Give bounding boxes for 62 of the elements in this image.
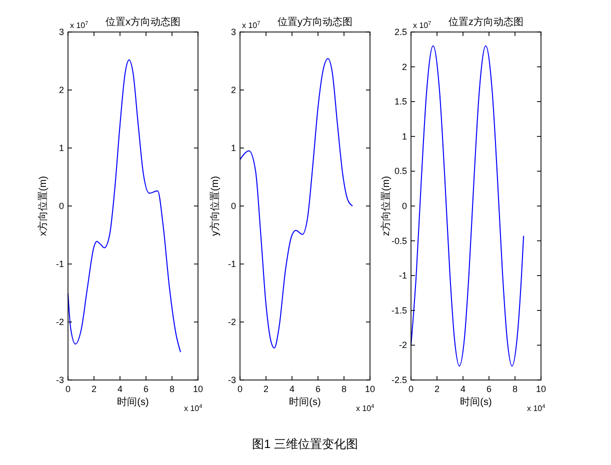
line-series — [68, 59, 182, 353]
x-tick-label: 10 — [192, 384, 204, 394]
x-tick-label: 8 — [341, 384, 347, 394]
y-axis-title: y方向位置(m) — [209, 176, 221, 236]
y-tick-label: -1.5 — [391, 305, 407, 316]
line-series — [410, 45, 524, 367]
y-tick-label: 2 — [230, 85, 236, 95]
x-tick-label: 4 — [289, 384, 295, 394]
y-tick-label: 3 — [58, 27, 64, 37]
y-tick-label: 2 — [402, 62, 407, 72]
text: x 10$^{7}$ — [70, 21, 88, 30]
y-tick-label: 2 — [58, 85, 64, 95]
y-tick-label: -1 — [56, 259, 64, 269]
text: x 10$^{4}$ — [184, 404, 202, 413]
y-tick-label: -3 — [56, 375, 64, 385]
y-tick-label: 3 — [230, 27, 236, 37]
x-axis-title: 时间(s) — [460, 396, 492, 408]
x-tick-label: 4 — [460, 384, 466, 394]
y-tick-label: -1 — [398, 270, 407, 281]
chart-title: 位置x方向动态图 — [106, 16, 180, 28]
text: x 10$^{7}$ — [413, 21, 432, 30]
y-tick-label: 1.5 — [394, 96, 407, 107]
chart-title: 位置z方向动态图 — [448, 16, 524, 28]
x-axis-title: 时间(s) — [117, 396, 149, 408]
y-tick-label: 0.5 — [394, 166, 407, 176]
x-tick-label: 8 — [512, 384, 518, 394]
y-tick-label: 1 — [402, 131, 407, 142]
y-tick-label: 1 — [58, 143, 64, 153]
text: x 10$^{4}$ — [527, 404, 546, 413]
x-tick-label: 8 — [169, 384, 175, 394]
x-tick-label: 2 — [263, 384, 269, 394]
y-tick-label: 0 — [402, 201, 407, 211]
y-tick-label: -2 — [56, 317, 64, 327]
x-tick-label: 6 — [486, 384, 492, 394]
text: x 10$^{4}$ — [356, 404, 374, 413]
y-tick-label: 0 — [230, 201, 236, 211]
line-series — [240, 58, 354, 349]
y-axis-title: z方向位置(m) — [380, 176, 392, 236]
x-tick-label: 0 — [65, 384, 71, 394]
x-tick-label: 10 — [364, 384, 376, 394]
text: x 10$^{7}$ — [242, 21, 260, 30]
x-axis-title: 时间(s) — [289, 396, 321, 408]
x-tick-label: 2 — [434, 384, 440, 394]
caption: 图1 三维位置变化图 — [252, 437, 358, 451]
y-tick-label: -0.5 — [391, 236, 407, 246]
x-tick-label: 4 — [117, 384, 123, 394]
x-tick-label: 6 — [315, 384, 321, 394]
y-tick-label: -3 — [228, 375, 236, 385]
y-tick-label: -1 — [228, 259, 236, 269]
y-tick-label: 1 — [230, 143, 236, 153]
x-tick-label: 6 — [143, 384, 149, 394]
y-tick-label: -2 — [228, 317, 236, 327]
chart-title: 位置y方向动态图 — [278, 16, 352, 28]
x-tick-label: 0 — [237, 384, 243, 394]
y-tick-label: -2.5 — [391, 375, 407, 385]
x-tick-label: 0 — [408, 384, 414, 394]
x-tick-label: 10 — [536, 384, 546, 394]
y-tick-label: 0 — [58, 201, 64, 211]
y-tick-label: 2.5 — [394, 27, 407, 37]
y-axis-title: x方向位置(m) — [37, 176, 49, 236]
y-tick-label: -2 — [398, 340, 407, 350]
x-tick-label: 2 — [91, 384, 97, 394]
